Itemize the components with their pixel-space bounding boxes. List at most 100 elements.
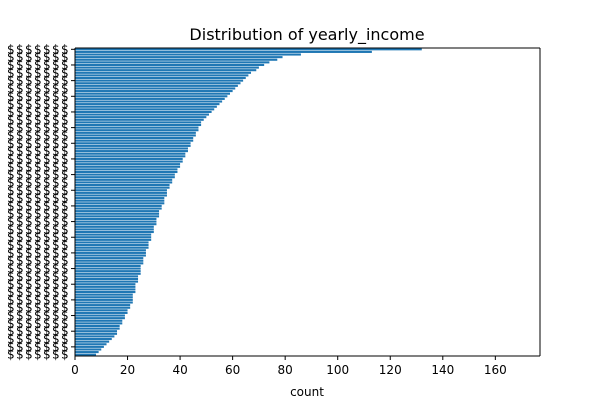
y-category-label: $ (43, 215, 51, 229)
y-category-label: $ (52, 222, 60, 236)
bar (75, 113, 209, 116)
y-category-label: $ (52, 301, 60, 315)
y-category-label: $ (34, 97, 42, 111)
y-category-label: $ (52, 199, 60, 213)
y-category-label: $ (61, 113, 69, 127)
bar (75, 105, 217, 108)
y-category-label: $ (34, 262, 42, 276)
bar (75, 238, 152, 241)
y-category-label: $ (43, 183, 51, 197)
y-category-label: $ (43, 89, 51, 103)
y-category-label: $ (34, 222, 42, 236)
bar (75, 335, 115, 338)
y-category-label: $ (16, 128, 24, 142)
y-category-label: $ (43, 50, 51, 64)
y-category-label: $ (43, 309, 51, 323)
y-category-label: $ (7, 207, 15, 221)
bar (75, 56, 283, 59)
y-category-label: $ (52, 254, 60, 268)
y-category-label: $ (16, 175, 24, 189)
y-category-label: $ (34, 207, 42, 221)
y-category-label: $ (16, 238, 24, 252)
bar (75, 233, 152, 236)
y-category-label: $ (34, 191, 42, 205)
y-category-label: $ (7, 262, 15, 276)
bar (75, 304, 131, 307)
y-category-label: $ (34, 74, 42, 88)
y-category-label: $ (43, 238, 51, 252)
y-category-label: $ (16, 246, 24, 260)
y-category-label: $ (52, 246, 60, 260)
y-category-label: $ (61, 175, 69, 189)
bar (75, 155, 186, 158)
bar (75, 110, 212, 113)
bar (75, 160, 183, 163)
y-category-label: $ (52, 207, 60, 221)
y-category-label: $ (61, 269, 69, 283)
y-category-label: $ (25, 81, 33, 95)
y-category-label: $ (25, 316, 33, 330)
y-category-label: $ (34, 183, 42, 197)
bar (75, 340, 110, 343)
x-tick-label: 120 (379, 363, 402, 377)
y-category-label: $ (25, 74, 33, 88)
bar (75, 183, 170, 187)
y-category-label: $ (25, 105, 33, 119)
bar (75, 50, 372, 53)
y-category-label: $ (7, 66, 15, 80)
y-category-label: $ (7, 175, 15, 189)
y-category-label: $ (52, 285, 60, 299)
y-category-label: $ (52, 81, 60, 95)
bar (75, 197, 165, 200)
y-category-label: $ (25, 340, 33, 354)
bar (75, 251, 146, 254)
y-category-label: $ (61, 121, 69, 135)
y-category-label: $ (43, 207, 51, 221)
bar (75, 275, 139, 278)
bar (75, 241, 149, 244)
y-category-label: $ (61, 262, 69, 276)
x-axis-ticks: 0 20 40 60 80 100 120 140 160 (71, 356, 507, 377)
bar (75, 228, 154, 231)
bar (75, 181, 173, 184)
y-category-label: $ (34, 348, 42, 362)
y-category-label: $ (34, 324, 42, 338)
bar (75, 257, 144, 260)
y-category-label: $ (7, 301, 15, 315)
bar (75, 191, 167, 194)
bar (75, 327, 120, 330)
y-category-label: $ (61, 301, 69, 315)
bar (75, 319, 123, 322)
bar (75, 152, 186, 155)
y-category-label: $ (52, 168, 60, 182)
y-category-label: $ (25, 183, 33, 197)
y-category-label: $ (25, 199, 33, 213)
bar (75, 157, 183, 160)
y-category-label: $ (7, 293, 15, 307)
y-category-label: $ (7, 113, 15, 127)
y-category-label: $ (7, 215, 15, 229)
y-category-label: $ (61, 66, 69, 80)
y-category-label: $ (34, 58, 42, 72)
y-category-label: $ (34, 136, 42, 150)
bar (75, 97, 225, 100)
bar (75, 100, 223, 103)
bar (75, 337, 112, 341)
bar (75, 236, 152, 239)
y-category-label: $ (43, 293, 51, 307)
y-category-label: $ (7, 74, 15, 88)
y-category-label: $ (52, 89, 60, 103)
bar (75, 267, 141, 270)
y-category-label: $ (16, 324, 24, 338)
bar (75, 322, 123, 325)
x-tick-label: 40 (172, 363, 187, 377)
y-category-label: $ (25, 136, 33, 150)
y-category-label: $ (43, 332, 51, 346)
bar (75, 123, 202, 127)
y-category-label: $ (25, 348, 33, 362)
bar (75, 296, 133, 299)
y-category-label: $ (16, 340, 24, 354)
bar (75, 220, 157, 223)
bar (75, 134, 196, 137)
